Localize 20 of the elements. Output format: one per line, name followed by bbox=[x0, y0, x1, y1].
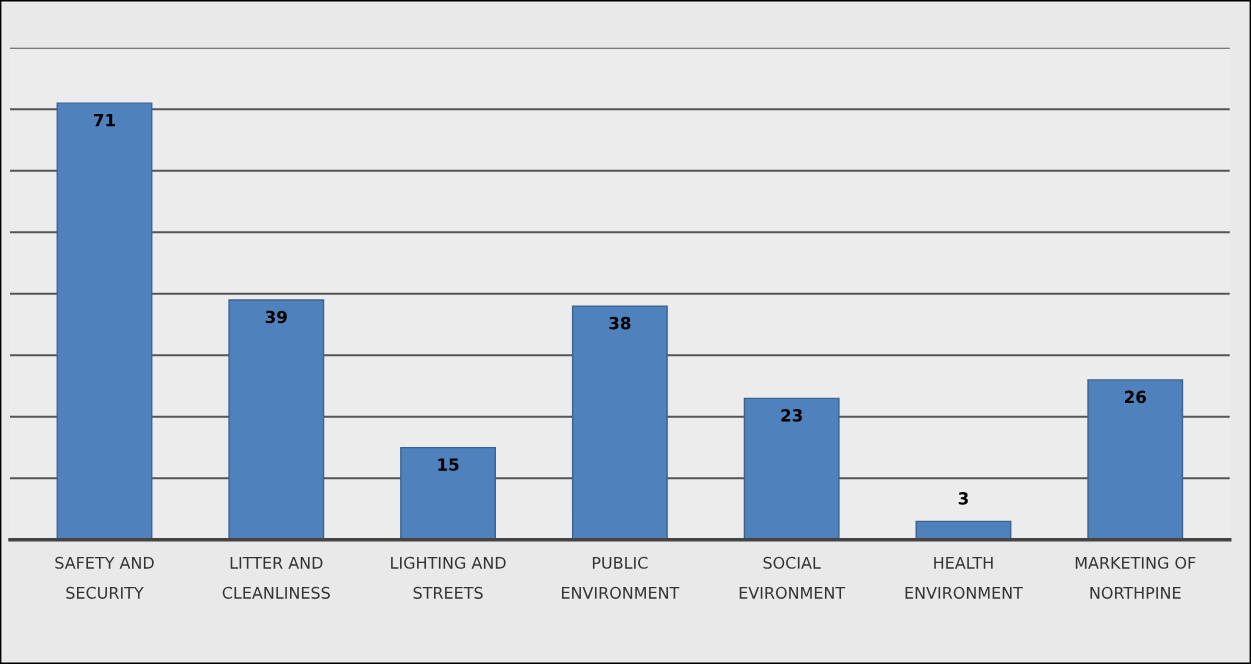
data-label: 38 bbox=[609, 316, 631, 330]
data-label: 71 bbox=[94, 114, 115, 127]
x-tick-label: MARKETING OF NORTHPINE bbox=[1075, 556, 1196, 599]
x-tick-label: SAFETY AND SECURITY bbox=[55, 556, 154, 599]
bar bbox=[1087, 379, 1184, 540]
x-tick-label: PUBLIC ENVIRONMENT bbox=[562, 556, 680, 599]
bar bbox=[56, 102, 153, 540]
x-tick-label: LIGHTING AND STREETS bbox=[391, 556, 506, 599]
data-label: 15 bbox=[438, 458, 459, 471]
x-tick-label: LITTER AND CLEANLINESS bbox=[222, 556, 330, 599]
bar bbox=[743, 397, 840, 540]
x-tick-label: HEALTH ENVIRONMENT bbox=[905, 556, 1023, 599]
x-tick-label: SOCIAL EVIRONMENT bbox=[739, 556, 846, 599]
data-label: 23 bbox=[781, 409, 802, 422]
bar bbox=[400, 446, 497, 540]
data-label: 3 bbox=[958, 492, 968, 505]
data-label: 39 bbox=[265, 310, 287, 324]
data-label: 26 bbox=[1124, 390, 1146, 404]
bar bbox=[228, 299, 325, 540]
bar bbox=[571, 305, 668, 540]
